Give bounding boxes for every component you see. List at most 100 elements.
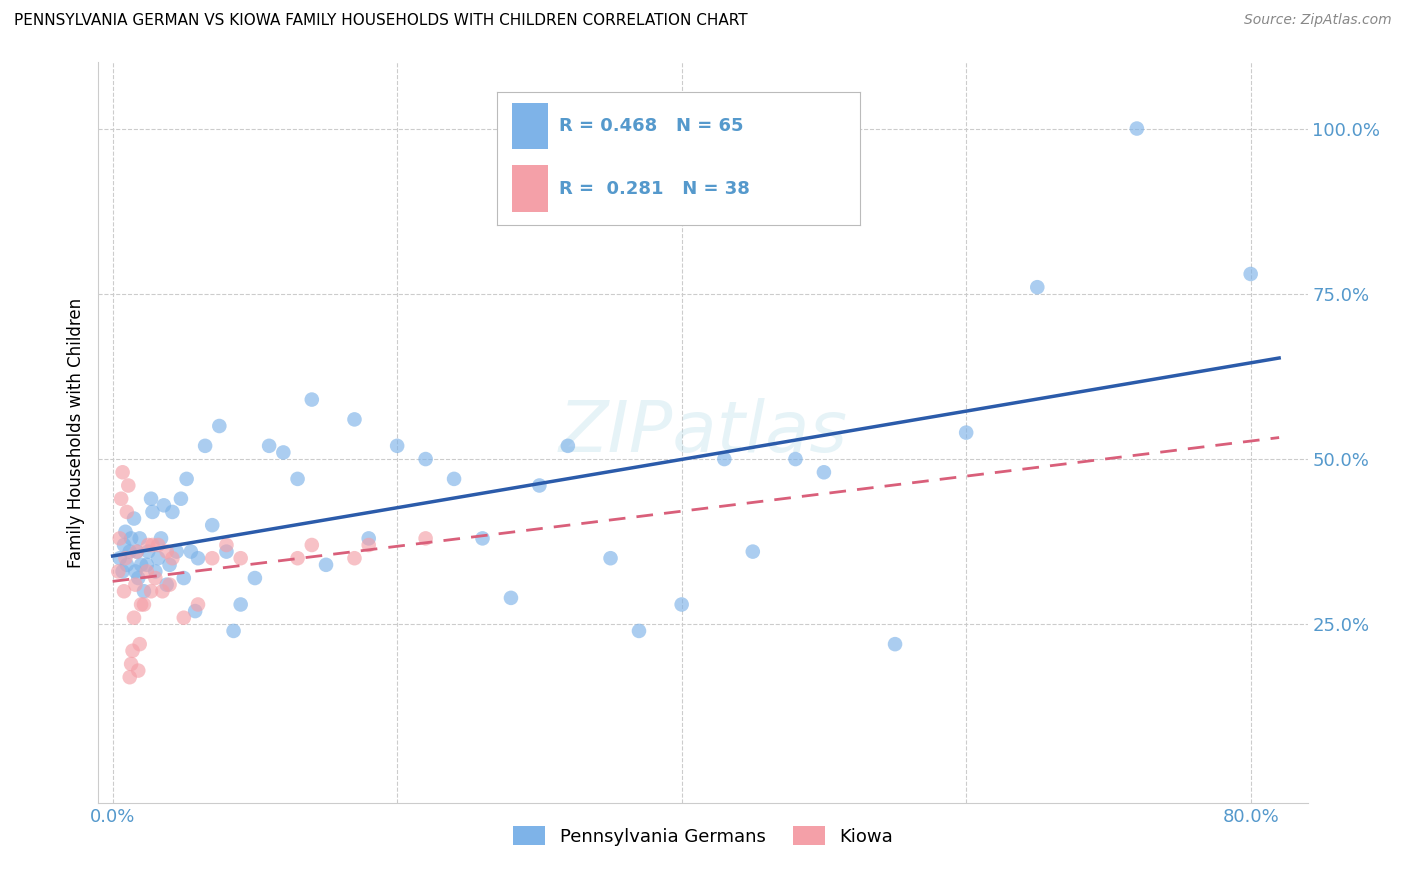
Point <box>108 532 131 546</box>
Point <box>129 558 152 572</box>
Point <box>141 538 163 552</box>
Point <box>287 472 309 486</box>
Point <box>1026 280 1049 294</box>
Point <box>125 544 148 558</box>
Point <box>471 532 494 546</box>
Point <box>146 538 169 552</box>
Point <box>176 472 198 486</box>
Point <box>785 452 807 467</box>
Legend: Pennsylvania Germans, Kiowa: Pennsylvania Germans, Kiowa <box>506 819 900 853</box>
Point <box>114 551 136 566</box>
Point <box>627 624 650 638</box>
Point <box>153 499 176 513</box>
Point <box>287 551 309 566</box>
Point <box>128 637 150 651</box>
Point <box>143 571 166 585</box>
Point <box>741 544 763 558</box>
Point <box>215 544 238 558</box>
Point <box>136 544 159 558</box>
Point <box>127 664 149 678</box>
Point <box>121 644 143 658</box>
Point <box>152 584 174 599</box>
Point <box>118 670 141 684</box>
Point <box>713 452 735 467</box>
Point <box>117 478 139 492</box>
Point <box>141 505 163 519</box>
Point <box>1126 121 1149 136</box>
Point <box>122 511 145 525</box>
Point <box>415 452 437 467</box>
Point <box>129 598 152 612</box>
Point <box>415 532 437 546</box>
Point <box>180 544 202 558</box>
Point <box>150 532 173 546</box>
Point <box>146 551 169 566</box>
Point <box>139 584 162 599</box>
Point <box>357 538 380 552</box>
Point <box>557 439 579 453</box>
Point <box>1240 267 1263 281</box>
Point <box>184 604 207 618</box>
Point <box>385 439 408 453</box>
Point <box>443 472 465 486</box>
Point <box>599 551 621 566</box>
Point <box>170 491 193 506</box>
Text: PENNSYLVANIA GERMAN VS KIOWA FAMILY HOUSEHOLDS WITH CHILDREN CORRELATION CHART: PENNSYLVANIA GERMAN VS KIOWA FAMILY HOUS… <box>14 13 748 29</box>
Point <box>114 524 136 539</box>
Point <box>125 544 148 558</box>
Text: Source: ZipAtlas.com: Source: ZipAtlas.com <box>1244 13 1392 28</box>
Point <box>108 551 131 566</box>
Point <box>118 544 141 558</box>
Point <box>301 538 323 552</box>
Point <box>159 558 181 572</box>
Point <box>128 532 150 546</box>
Point <box>111 465 134 479</box>
Point <box>156 544 179 558</box>
Point <box>343 412 366 426</box>
Point <box>208 419 231 434</box>
Point <box>112 584 135 599</box>
Point <box>215 538 238 552</box>
Point <box>111 565 134 579</box>
Point <box>173 571 195 585</box>
Point <box>124 565 146 579</box>
Point <box>813 465 835 479</box>
Point <box>115 505 138 519</box>
Point <box>135 565 157 579</box>
Point <box>301 392 323 407</box>
Point <box>132 598 155 612</box>
Point <box>187 598 209 612</box>
Point <box>124 577 146 591</box>
Point <box>122 611 145 625</box>
Point <box>187 551 209 566</box>
Point <box>229 551 252 566</box>
Text: ZIPatlas: ZIPatlas <box>558 398 848 467</box>
Point <box>194 439 217 453</box>
Point <box>166 544 188 558</box>
Point <box>201 551 224 566</box>
Point <box>136 538 159 552</box>
Point <box>120 532 142 546</box>
Point <box>115 558 138 572</box>
Point <box>139 491 162 506</box>
Point <box>201 518 224 533</box>
Point <box>112 538 135 552</box>
Point <box>132 584 155 599</box>
Point <box>343 551 366 566</box>
Point <box>273 445 295 459</box>
Point <box>156 577 179 591</box>
Point <box>529 478 551 492</box>
Point <box>229 598 252 612</box>
Point <box>257 439 280 453</box>
Point <box>315 558 337 572</box>
Point <box>159 577 181 591</box>
Point <box>135 558 157 572</box>
Point <box>357 532 380 546</box>
Point <box>243 571 266 585</box>
Point <box>162 505 184 519</box>
Point <box>955 425 977 440</box>
Point <box>222 624 245 638</box>
Point <box>127 571 149 585</box>
Point <box>107 565 129 579</box>
Point <box>110 491 132 506</box>
